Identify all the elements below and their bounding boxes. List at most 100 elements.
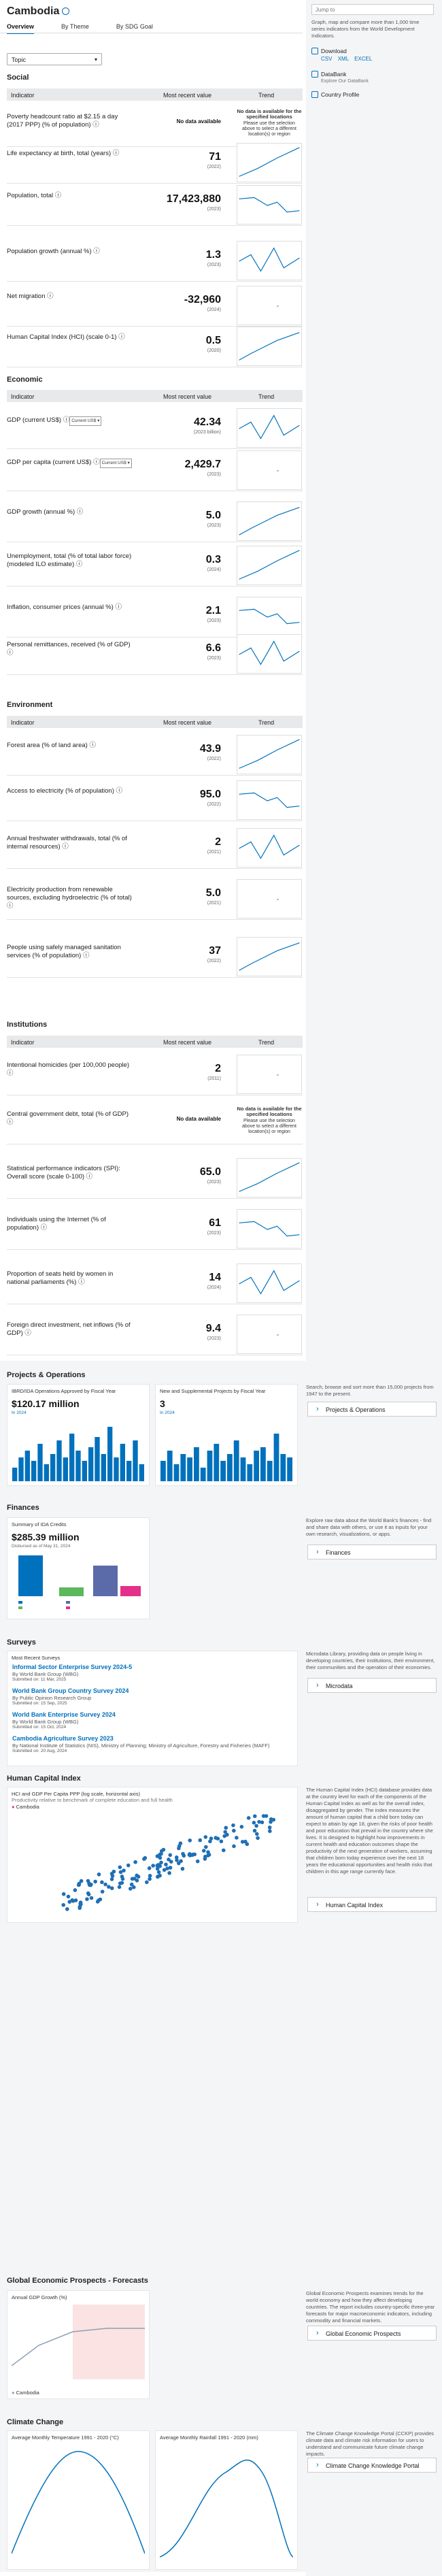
project-bar [220, 1461, 226, 1481]
projects-chart-1-link[interactable]: In 2024 [12, 1410, 27, 1415]
download-xml-link[interactable]: XML [337, 56, 349, 62]
indicator-label[interactable]: Population growth (annual %) ⓘ [7, 248, 100, 255]
sparkline-path [239, 608, 300, 625]
currency-select[interactable]: Current US$ ▾ [69, 416, 102, 426]
hci-scatter-point [156, 1875, 160, 1879]
indicator-label[interactable]: Forest area (% of land area) ⓘ [7, 742, 96, 749]
trend-sparkline[interactable] [237, 1315, 302, 1354]
trend-sparkline[interactable] [237, 735, 302, 774]
trend-sparkline[interactable] [237, 546, 302, 585]
project-bar [107, 1427, 113, 1481]
global-economic-prospects-button[interactable]: Global Economic Prospects [307, 2326, 437, 2341]
indicator-label[interactable]: Inflation, consumer prices (annual %) ⓘ [7, 604, 122, 611]
indicator-label[interactable]: Human Capital Index (HCI) (scale 0-1) ⓘ [7, 333, 125, 341]
download-excel-link[interactable]: EXCEL [354, 56, 373, 62]
trend-sparkline[interactable] [237, 1264, 302, 1303]
indicator-label[interactable]: Individuals using the Internet (% of pop… [7, 1216, 106, 1232]
hci-scatter-point [107, 1885, 111, 1889]
indicator-value: 1.3 [205, 249, 221, 261]
hci-scatter-point [254, 1823, 258, 1828]
trend-sparkline[interactable] [237, 597, 302, 636]
indicator-label[interactable]: Intentional homicides (per 100,000 peopl… [7, 1061, 130, 1077]
trend-sparkline[interactable] [237, 1158, 302, 1198]
tab-overview[interactable]: Overview [7, 23, 35, 34]
hci-scatter-point [110, 1874, 115, 1878]
projects-chart-2-link[interactable]: In 2024 [160, 1410, 175, 1415]
climate-knowledge-portal-button[interactable]: Climate Change Knowledge Portal [307, 2458, 437, 2473]
indicator-label[interactable]: Life expectancy at birth, total (years) … [7, 150, 120, 157]
indicator-label[interactable]: Electricity production from renewable so… [7, 886, 132, 910]
indicator-label[interactable]: GDP per capita (current US$) ⓘ Current US… [7, 457, 133, 468]
indicator-label[interactable]: Central government debt, total (% of GDP… [7, 1110, 129, 1126]
hci-scatter-point [65, 1907, 69, 1911]
survey-link[interactable]: World Bank Group Country Survey 2024 [12, 1687, 129, 1694]
project-bar [24, 1451, 30, 1481]
trend-sparkline[interactable] [237, 143, 302, 182]
topic-select[interactable]: Topic ▾ [7, 53, 102, 65]
indicator-label[interactable]: Proportion of seats held by women in nat… [7, 1270, 114, 1286]
indicator-label[interactable]: Net migration ⓘ [7, 293, 54, 300]
survey-link[interactable]: Cambodia Agriculture Survey 2023 [12, 1735, 114, 1742]
indicator-label[interactable]: Statistical performance indicators (SPI)… [7, 1165, 120, 1180]
jump-to-input[interactable]: Jump to [311, 4, 434, 15]
databank-link[interactable]: DataBank [321, 71, 347, 78]
indicator-label[interactable]: Annual freshwater withdrawals, total (% … [7, 835, 127, 851]
table-header: Indicator Most recent value Trend [7, 88, 303, 101]
indicator-label[interactable]: Unemployment, total (% of total labor fo… [7, 552, 132, 568]
hci-scatter-point [118, 1865, 122, 1870]
projects-operations-button[interactable]: Projects & Operations [307, 1402, 437, 1417]
currency-select[interactable]: Current US$ ▾ [99, 459, 132, 468]
indicator-label[interactable]: Access to electricity (% of population) … [7, 787, 123, 795]
indicator-value: 65.0 [199, 1166, 221, 1178]
sparkline-path [239, 640, 300, 665]
trend-sparkline[interactable] [237, 286, 302, 325]
trend-sparkline[interactable] [237, 185, 302, 225]
download-csv-link[interactable]: CSV [321, 56, 333, 62]
indicator-label[interactable]: Population, total ⓘ [7, 192, 62, 199]
projects-chart-1-title: IBRD/IDA Operations Approved by Fiscal Y… [12, 1388, 116, 1394]
sparkline-path [239, 550, 300, 580]
trend-sparkline[interactable] [237, 241, 302, 280]
indicator-label[interactable]: GDP (current US$) ⓘ Current US$ ▾ [7, 415, 133, 426]
projects-chart-2-value: 3 [160, 1398, 165, 1409]
trend-sparkline[interactable] [237, 1209, 302, 1249]
indicator-label[interactable]: Foreign direct investment, net inflows (… [7, 1321, 131, 1337]
hci-chart: HCI and GDP Per Capita PPP (log scale, h… [7, 1787, 298, 1923]
info-icon[interactable] [62, 7, 70, 16]
gep-line-chart [12, 2305, 145, 2379]
indicator-value: 5.0 [205, 887, 221, 899]
tab-by-theme[interactable]: By Theme [61, 23, 89, 30]
survey-link[interactable]: World Bank Enterprise Survey 2024 [12, 1711, 116, 1718]
gep-chart: Annual GDP Growth (%) ● Cambodia [7, 2290, 150, 2399]
indicator-label[interactable]: GDP growth (annual %) ⓘ [7, 508, 84, 516]
trend-sparkline[interactable] [237, 879, 302, 919]
trend-sparkline[interactable] [237, 828, 302, 868]
trend-sparkline[interactable] [237, 1055, 302, 1094]
hci-scatter-point [148, 1877, 152, 1881]
indicator-year: (2023) [207, 207, 221, 212]
indicator-label[interactable]: Personal remittances, received (% of GDP… [7, 641, 131, 657]
trend-sparkline[interactable] [237, 501, 302, 541]
finances-button[interactable]: Finances [307, 1545, 437, 1559]
human-capital-index-button[interactable]: Human Capital Index [307, 1897, 437, 1912]
trend-sparkline[interactable] [237, 408, 302, 448]
trend-sparkline[interactable] [237, 634, 302, 674]
trend-sparkline[interactable] [237, 327, 302, 366]
survey-author: By World Bank Group (WBG) [12, 1671, 79, 1677]
projects-chart-1: IBRD/IDA Operations Approved by Fiscal Y… [7, 1384, 150, 1486]
indicator-label[interactable]: Poverty headcount ratio at $2.15 a day (… [7, 113, 118, 129]
country-profile-link[interactable]: Country Profile [321, 91, 360, 98]
tab-by-sdg-goal[interactable]: By SDG Goal [116, 23, 153, 30]
projects-chart-1-value: $120.17 million [12, 1398, 80, 1409]
trend-sparkline[interactable] [237, 937, 302, 976]
trend-sparkline[interactable] [237, 780, 302, 820]
download-label: Download [321, 48, 347, 54]
table-row: Unemployment, total (% of total labor fo… [7, 544, 303, 587]
survey-link[interactable]: Informal Sector Enterprise Survey 2024-5 [12, 1664, 133, 1670]
hci-scatter-point [260, 1820, 265, 1825]
microdata-button[interactable]: Microdata [307, 1678, 437, 1693]
indicator-value: 61 [209, 1217, 221, 1229]
hci-scatter-point [103, 1882, 107, 1887]
indicator-label[interactable]: People using safely managed sanitation s… [7, 944, 121, 959]
trend-sparkline[interactable] [237, 450, 302, 490]
